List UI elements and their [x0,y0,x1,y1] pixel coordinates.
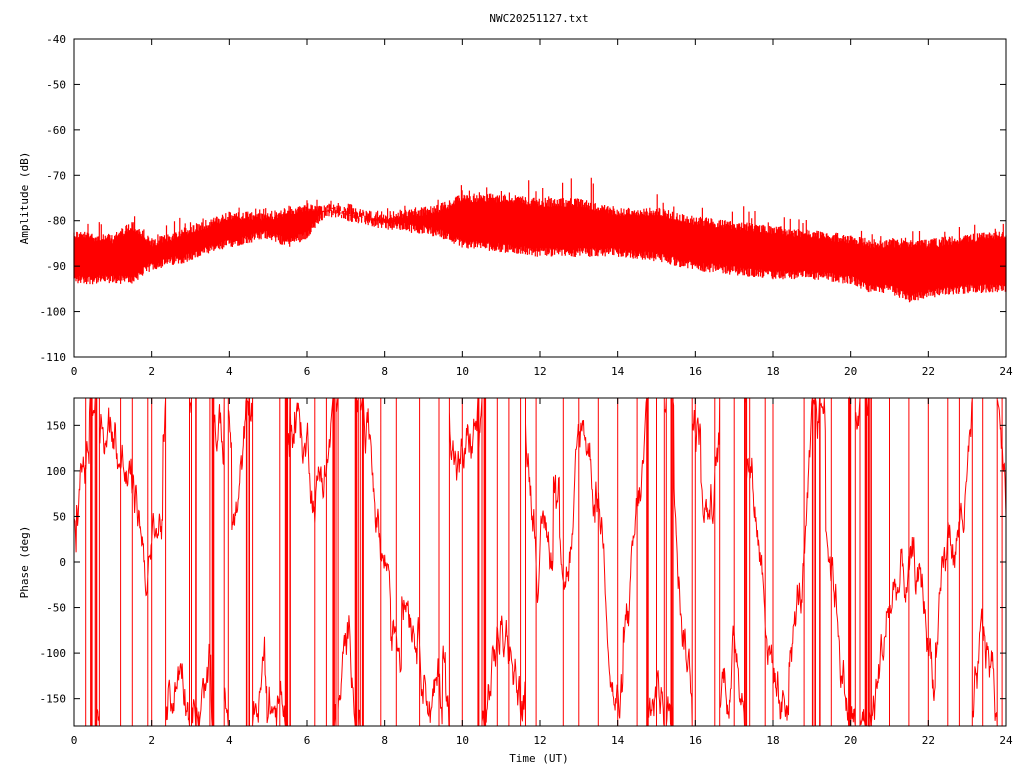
phase-x-tick-label: 0 [71,734,78,747]
amplitude-x-tick-label: 22 [922,365,935,378]
amplitude-x-tick-label: 16 [689,365,702,378]
amplitude-y-tick-label: -80 [46,215,66,228]
phase-y-tick-label: -100 [40,647,67,660]
amplitude-x-tick-label: 4 [226,365,233,378]
chart-title: NWC20251127.txt [489,12,588,25]
amplitude-x-tick-label: 24 [999,365,1013,378]
amplitude-y-tick-label: -100 [40,306,67,319]
amplitude-line [73,177,1007,303]
phase-x-tick-label: 14 [611,734,625,747]
amplitude-x-tick-label: 14 [611,365,625,378]
phase-x-tick-label: 20 [844,734,857,747]
phase-x-tick-label: 8 [381,734,388,747]
amplitude-y-tick-label: -40 [46,33,66,46]
phase-y-tick-label: -50 [46,602,66,615]
phase-y-tick-label: 150 [46,419,66,432]
amplitude-y-tick-label: -90 [46,260,66,273]
phase-x-tick-label: 24 [999,734,1013,747]
phase-x-tick-label: 10 [456,734,469,747]
phase-x-tick-label: 4 [226,734,233,747]
amplitude-y-tick-label: -110 [40,351,67,364]
amplitude-x-tick-label: 18 [766,365,779,378]
phase-y-tick-label: -150 [40,693,67,706]
amplitude-axis-ticks: 0 2 4 6 8 10 12 14 16 18 20 22 24-40-50-60-70-80-90-… [40,33,1013,378]
amplitude-x-tick-label: 2 [148,365,155,378]
amplitude-x-tick-label: 0 [71,365,78,378]
phase-series [73,396,1007,728]
amplitude-x-tick-label: 10 [456,365,469,378]
phase-y-tick-label: 0 [59,556,66,569]
amplitude-y-tick-label: -70 [46,169,66,182]
phase-x-tick-label: 16 [689,734,702,747]
amplitude-y-tick-label: -60 [46,124,66,137]
phase-panel: 0 2 4 6 8 10 12 14 16 18 20 22 24150100500-50-100-15… [18,396,1013,765]
phase-x-tick-label: 6 [304,734,311,747]
phase-y-axis-label: Phase (deg) [18,526,31,599]
phase-x-tick-label: 2 [148,734,155,747]
phase-x-axis-label: Time (UT) [509,752,569,765]
amplitude-x-tick-label: 20 [844,365,857,378]
phase-x-tick-label: 12 [533,734,546,747]
phase-y-tick-label: 50 [53,510,66,523]
phase-x-tick-label: 22 [922,734,935,747]
phase-x-tick-label: 18 [766,734,779,747]
amplitude-x-tick-label: 6 [304,365,311,378]
phase-y-tick-label: 100 [46,465,66,478]
amplitude-y-tick-label: -50 [46,78,66,91]
amplitude-plot-frame [73,38,1007,358]
amplitude-panel: 0 2 4 6 8 10 12 14 16 18 20 22 24-40-50-60-70-80-90-… [18,33,1013,378]
phase-axis-ticks: 0 2 4 6 8 10 12 14 16 18 20 22 24150100500-50-100-15… [40,398,1013,747]
amplitude-x-tick-label: 12 [533,365,546,378]
phase-line [73,396,1007,728]
amplitude-x-tick-label: 8 [381,365,388,378]
amplitude-y-axis-label: Amplitude (dB) [18,152,31,245]
amplitude-series [73,177,1007,303]
